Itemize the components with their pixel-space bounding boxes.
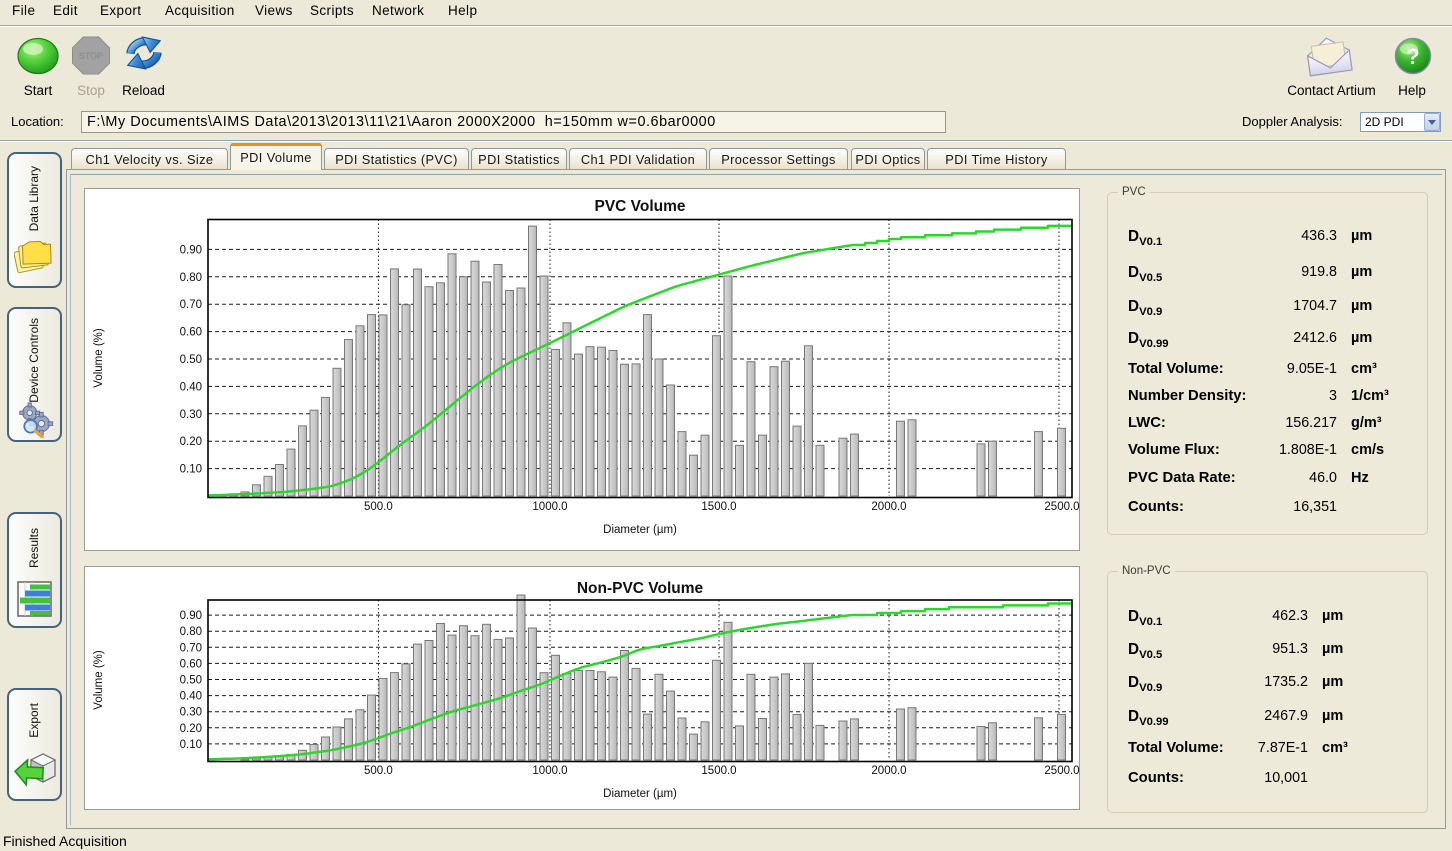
svg-text:1500.0: 1500.0: [701, 765, 736, 777]
svg-text:1500.0: 1500.0: [701, 501, 736, 513]
svg-text:0.90: 0.90: [180, 244, 202, 256]
svg-text:0.50: 0.50: [180, 675, 202, 687]
svg-text:2000.0: 2000.0: [871, 501, 906, 513]
svg-text:Diameter (µm): Diameter (µm): [603, 788, 677, 800]
svg-text:STOP: STOP: [79, 51, 103, 61]
svg-text:0.70: 0.70: [180, 642, 202, 654]
svg-text:500.0: 500.0: [364, 501, 393, 513]
svg-text:0.10: 0.10: [180, 464, 202, 476]
svg-text:0.30: 0.30: [180, 409, 202, 421]
svg-text:1000.0: 1000.0: [532, 501, 567, 513]
svg-text:0.60: 0.60: [180, 658, 202, 670]
svg-text:0.50: 0.50: [180, 354, 202, 366]
svg-text:?: ?: [1406, 44, 1419, 69]
svg-text:0.40: 0.40: [180, 381, 202, 393]
svg-text:0.80: 0.80: [180, 272, 202, 284]
svg-text:500.0: 500.0: [364, 765, 393, 777]
svg-text:Diameter (µm): Diameter (µm): [603, 524, 677, 536]
svg-text:0.70: 0.70: [180, 299, 202, 311]
svg-text:0.10: 0.10: [180, 739, 202, 751]
svg-text:Volume (%): Volume (%): [93, 328, 105, 388]
svg-text:0.80: 0.80: [180, 626, 202, 638]
svg-text:Volume (%): Volume (%): [93, 650, 105, 710]
svg-text:0.90: 0.90: [180, 610, 202, 622]
svg-text:2500.0: 2500.0: [1044, 501, 1079, 513]
svg-text:0.20: 0.20: [180, 436, 202, 448]
svg-text:0.40: 0.40: [180, 691, 202, 703]
svg-text:0.30: 0.30: [180, 707, 202, 719]
svg-text:PVC Volume: PVC Volume: [594, 198, 685, 215]
svg-text:2000.0: 2000.0: [871, 765, 906, 777]
svg-text:Non-PVC Volume: Non-PVC Volume: [577, 580, 704, 597]
svg-text:2500.0: 2500.0: [1044, 765, 1079, 777]
svg-text:1000.0: 1000.0: [532, 765, 567, 777]
svg-text:0.20: 0.20: [180, 723, 202, 735]
svg-text:0.60: 0.60: [180, 327, 202, 339]
